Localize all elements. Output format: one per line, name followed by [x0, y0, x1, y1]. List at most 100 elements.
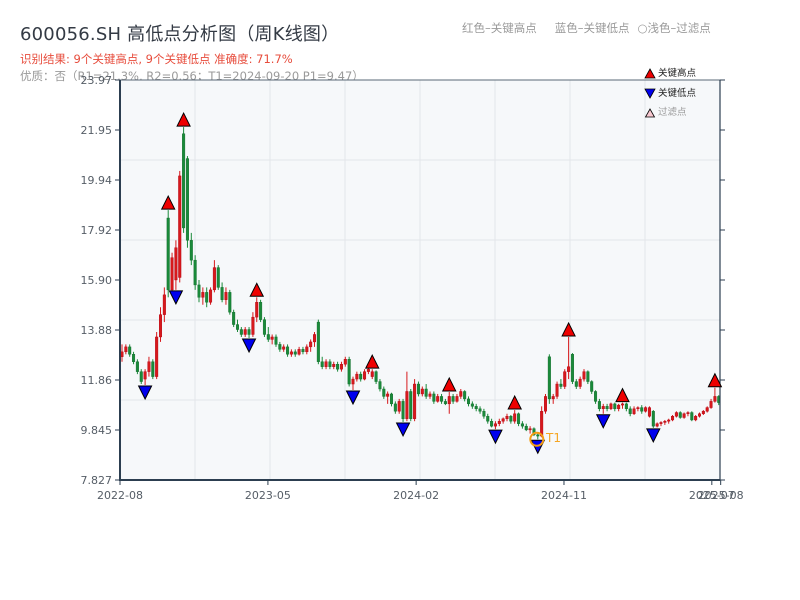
candle-body	[605, 406, 609, 410]
candle-body	[243, 329, 247, 335]
candle-body	[332, 364, 336, 367]
candle-body	[624, 403, 628, 410]
candle-body	[124, 346, 128, 353]
chart-legend: 关键高点 关键低点 过滤点	[644, 64, 696, 123]
candle-body	[478, 408, 482, 412]
key-low-marker	[241, 338, 257, 354]
candle-body	[370, 371, 374, 377]
candle-body	[351, 378, 355, 385]
candle-body	[520, 423, 524, 427]
candle-body	[644, 407, 648, 412]
legend-item-high: 关键高点	[644, 64, 696, 84]
x-tick-label: 2025-08	[698, 489, 744, 502]
candle-body	[528, 428, 532, 431]
candle-body	[397, 401, 401, 412]
candle-body	[251, 316, 255, 335]
candle-body	[690, 412, 694, 421]
x-tick-label: 2022-08	[97, 489, 143, 502]
candle-body	[293, 351, 297, 355]
key-high-marker	[507, 394, 523, 410]
candle-body	[678, 412, 682, 418]
candle-body	[705, 407, 709, 412]
candle-body	[467, 398, 471, 405]
candle-body	[455, 396, 459, 402]
candle-body	[428, 393, 432, 397]
candle-body	[135, 361, 139, 372]
candle-body	[282, 346, 286, 350]
candle-body	[270, 336, 274, 340]
candle-body	[401, 401, 405, 419]
candle-body	[320, 361, 324, 367]
key-high-marker	[176, 111, 191, 127]
candle-body	[343, 359, 347, 365]
candle-body	[178, 175, 182, 278]
candle-body	[201, 292, 205, 298]
candle-body	[416, 383, 420, 395]
candle-body	[313, 334, 317, 343]
y-tick-label: 17.92	[81, 224, 113, 237]
candle-body	[316, 321, 320, 362]
candle-body	[424, 388, 428, 397]
candle-body	[701, 411, 705, 414]
candle-body	[463, 391, 467, 400]
candle-body	[613, 403, 617, 410]
candle-body	[193, 259, 197, 286]
candle-body	[470, 403, 474, 407]
candle-body	[501, 418, 505, 422]
candle-body	[139, 371, 143, 382]
candle-body	[366, 368, 370, 372]
candle-body	[647, 407, 651, 417]
candle-body	[486, 416, 490, 422]
legend-label-low: 关键低点	[658, 87, 697, 99]
y-tick-label: 7.827	[81, 474, 113, 487]
top-color-legend: 红色–关键高点 蓝色–关键低点 ○浅色–过滤点	[462, 20, 711, 36]
candle-body	[474, 406, 478, 410]
candle-body	[524, 425, 528, 431]
candle-body	[232, 311, 236, 325]
candle-body	[432, 393, 436, 402]
candle-body	[239, 329, 243, 335]
candle-body	[212, 267, 216, 291]
candle-body	[420, 388, 424, 395]
candle-body	[143, 371, 147, 380]
candle-body	[347, 359, 351, 385]
candle-body	[493, 423, 497, 427]
candle-body	[663, 421, 667, 423]
candle-body	[601, 406, 605, 410]
candle-body	[409, 391, 413, 419]
candle-body	[266, 334, 270, 340]
x-tick-label: 2025-07	[689, 489, 735, 502]
y-tick-label: 19.94	[81, 174, 113, 187]
candle-body	[289, 351, 293, 355]
candle-body	[301, 349, 305, 353]
candle-body	[328, 361, 332, 367]
candle-body	[563, 371, 567, 387]
candle-body	[413, 383, 417, 419]
candle-body	[555, 383, 559, 397]
candle-body	[574, 381, 578, 387]
candle-body	[459, 391, 463, 397]
blue-down-triangle-icon	[644, 88, 656, 100]
x-tick-label: 2024-11	[541, 489, 587, 502]
y-tick-label: 13.88	[81, 324, 113, 337]
candle-body	[120, 351, 124, 357]
candle-body	[209, 289, 213, 303]
candle-body	[617, 404, 621, 410]
red-up-triangle-icon	[644, 67, 656, 79]
candle-body	[274, 336, 278, 345]
candle-body	[597, 401, 601, 410]
candle-body	[551, 396, 555, 400]
candle-body	[570, 354, 574, 382]
candle-body	[255, 302, 259, 318]
legend-label-high: 关键高点	[658, 68, 697, 79]
candle-body	[297, 349, 301, 355]
candle-body	[532, 428, 536, 436]
candle-body	[636, 407, 640, 410]
candle-body	[390, 393, 394, 405]
candle-body	[651, 411, 655, 427]
key-low-marker	[345, 390, 361, 406]
candle-body	[189, 240, 193, 261]
key-high-marker	[364, 354, 380, 369]
candle-body	[386, 393, 390, 397]
key-low-marker	[645, 428, 661, 444]
